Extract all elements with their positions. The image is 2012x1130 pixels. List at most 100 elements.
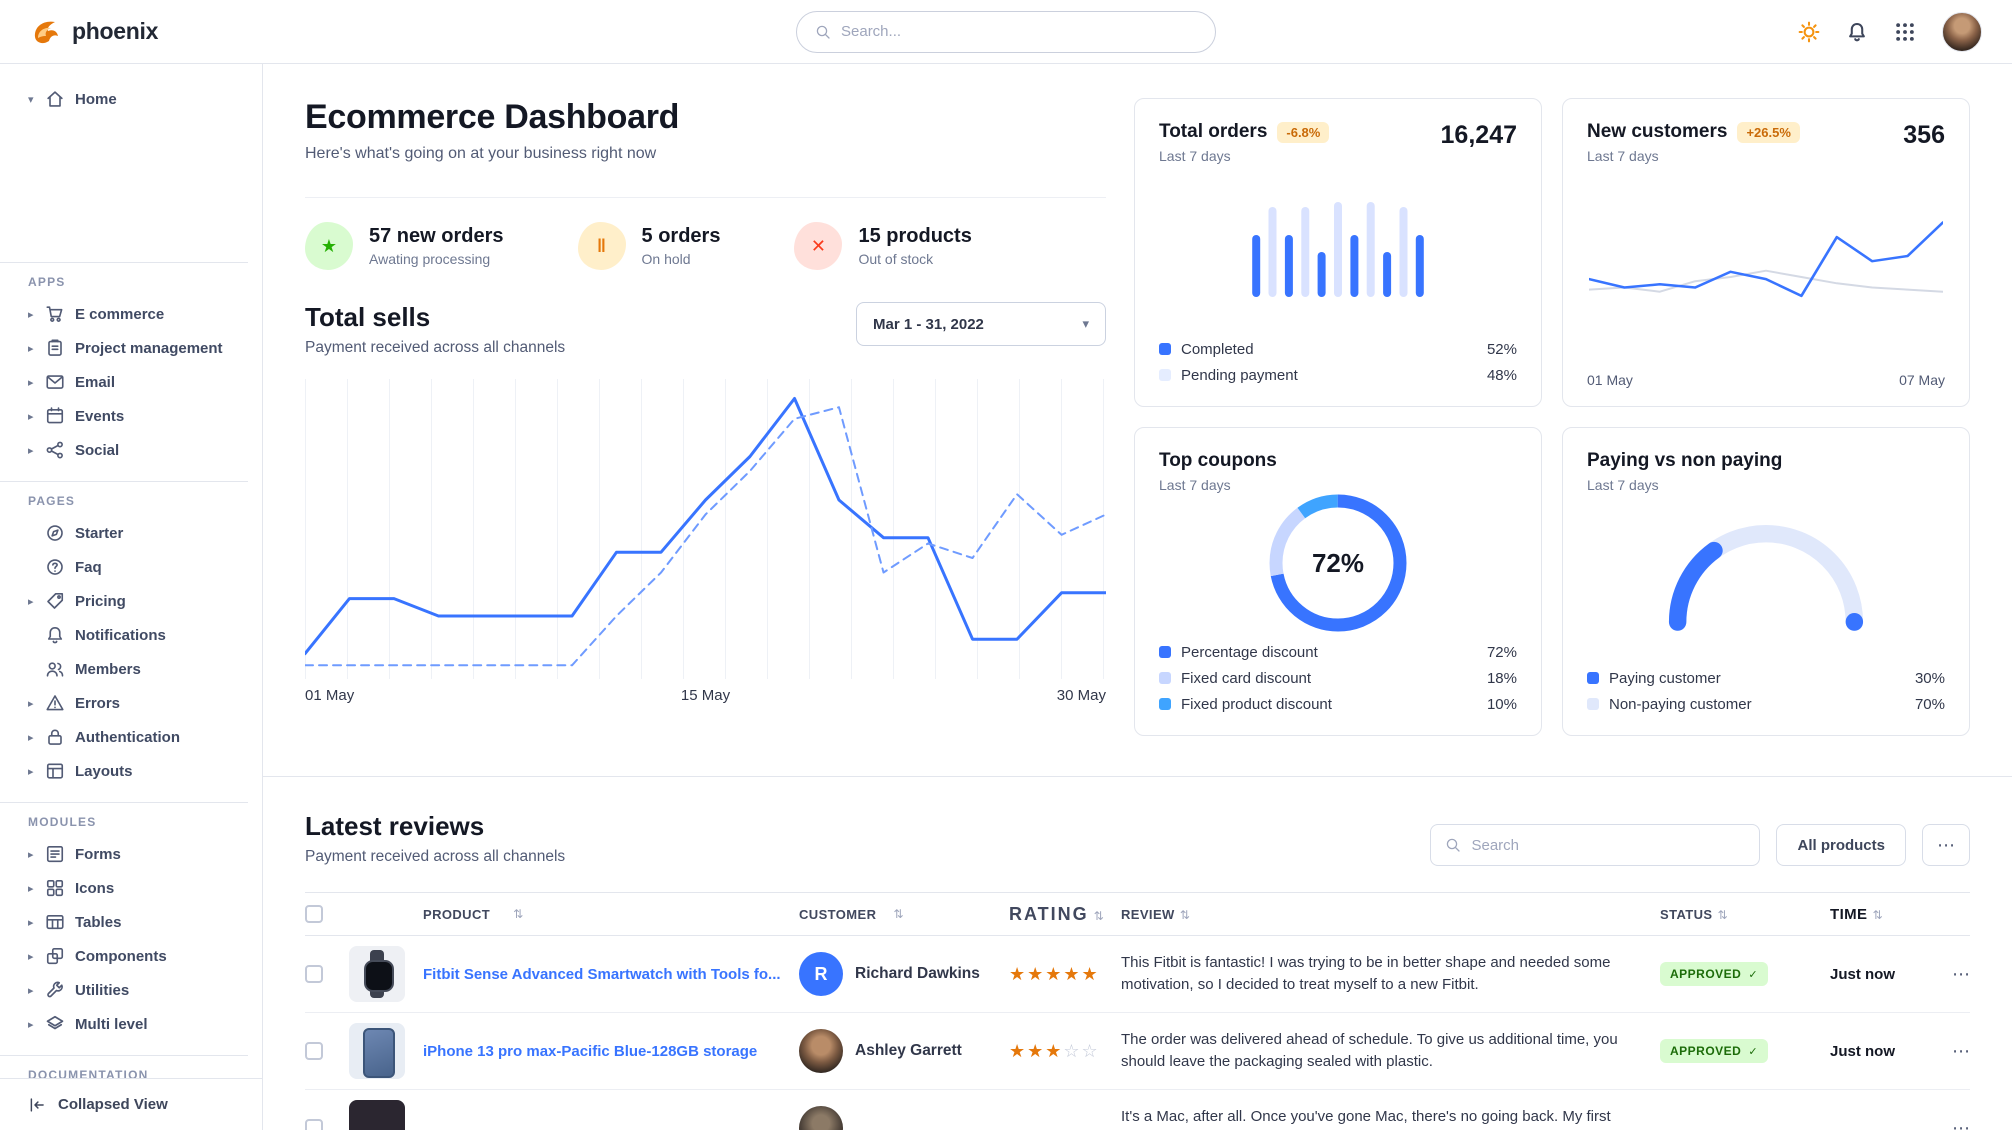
- caret-right-icon: ▸: [28, 595, 34, 608]
- sidebar-item[interactable]: ▸ Email: [0, 365, 248, 399]
- stat-caption: Out of stock: [858, 251, 934, 267]
- sidebar-item-label: Events: [75, 407, 125, 425]
- caret-down-icon: ▾: [28, 93, 34, 106]
- sidebar-item-label: Notifications: [75, 626, 166, 644]
- product-link[interactable]: iPhone 13 pro max-Pacific Blue-128GB sto…: [423, 1042, 758, 1060]
- product-image[interactable]: [349, 1023, 405, 1079]
- product-link[interactable]: Fitbit Sense Advanced Smartwatch with To…: [423, 965, 781, 983]
- sidebar-item[interactable]: ▸ Errors: [0, 686, 248, 720]
- sidebar-item[interactable]: Faq: [0, 550, 248, 584]
- caret-right-icon: ▸: [28, 1018, 34, 1031]
- sidebar-item[interactable]: ▸ Layouts: [0, 754, 248, 788]
- sidebar-item[interactable]: ▸ Events: [0, 399, 248, 433]
- sidebar-item[interactable]: Members: [0, 652, 248, 686]
- donut-center-value: 72%: [1311, 547, 1365, 578]
- sidebar-item[interactable]: ▸ Tables: [0, 905, 248, 939]
- legend-item: Fixed product discount 10%: [1159, 691, 1517, 717]
- sidebar-item-label: Tables: [75, 913, 122, 931]
- stat-item: ✕ 15 products Out of stock: [794, 222, 972, 270]
- brand-logo[interactable]: phoenix: [30, 16, 158, 48]
- phoenix-logo-icon: [34, 21, 58, 43]
- sidebar-item[interactable]: ▸ Utilities: [0, 973, 248, 1007]
- sidebar-item[interactable]: ▸ Forms: [0, 837, 248, 871]
- check-icon: ✓: [1748, 1045, 1759, 1058]
- product-image[interactable]: [349, 1100, 405, 1130]
- sidebar-item-icon: [45, 761, 65, 781]
- reviews-search-input[interactable]: [1471, 836, 1746, 854]
- collapse-sidebar-button[interactable]: Collapsed View: [0, 1078, 262, 1130]
- caret-right-icon: ▸: [28, 342, 34, 355]
- row-checkbox[interactable]: [305, 965, 323, 983]
- user-avatar[interactable]: [1942, 11, 1982, 52]
- x-tick: 01 May: [305, 687, 355, 704]
- sort-icon[interactable]: ⇅: [1717, 907, 1728, 922]
- sort-icon[interactable]: ⇅: [893, 907, 904, 921]
- sidebar-section-pages: PAGES Starter Faq ▸: [0, 481, 248, 788]
- new-customers-chart: [1587, 164, 1945, 368]
- caret-right-icon: ▸: [28, 410, 34, 423]
- column-header-time[interactable]: TIME: [1830, 905, 1868, 923]
- total-orders-chart: [1159, 164, 1517, 330]
- sidebar-item-label: Social: [75, 441, 120, 459]
- caret-right-icon: ▸: [28, 376, 34, 389]
- sidebar-item[interactable]: ▸ Project management: [0, 331, 248, 365]
- sidebar-item[interactable]: ▸ Multi level: [0, 1007, 248, 1041]
- product-image[interactable]: [349, 946, 405, 1002]
- column-header-review[interactable]: REVIEW: [1121, 906, 1175, 922]
- reviews-search[interactable]: [1430, 824, 1761, 866]
- sidebar-subitem[interactable]: [0, 149, 248, 182]
- row-checkbox[interactable]: [305, 1042, 323, 1060]
- sidebar-subitem[interactable]: [0, 215, 248, 248]
- sidebar-subitem[interactable]: [0, 116, 248, 149]
- review-time: Just now: [1830, 1042, 1896, 1060]
- column-header-product[interactable]: PRODUCT: [423, 906, 491, 922]
- latest-reviews-section: Latest reviews Payment received across a…: [263, 776, 2012, 1130]
- global-search-input[interactable]: [841, 23, 1197, 40]
- sidebar-subitem[interactable]: [0, 182, 248, 215]
- stat-value: 15 products: [858, 225, 972, 247]
- sidebar-item[interactable]: ▸ Pricing: [0, 584, 248, 618]
- review-time: Just now: [1830, 965, 1896, 983]
- sidebar-item[interactable]: ▸ Social: [0, 433, 248, 467]
- sort-icon[interactable]: ⇅: [1179, 907, 1191, 922]
- sidebar-item-icon: [45, 878, 65, 898]
- home-submenu: [0, 116, 248, 248]
- sidebar-item[interactable]: Notifications: [0, 618, 248, 652]
- divider: [0, 481, 248, 482]
- all-products-button[interactable]: All products: [1776, 824, 1906, 866]
- stats-row: ★ 57 new orders Awating processing ‖ 5 o…: [305, 197, 1106, 276]
- sort-icon[interactable]: ⇅: [513, 907, 524, 921]
- card-period: Last 7 days: [1587, 477, 1659, 493]
- apps-grid-button[interactable]: [1894, 21, 1916, 43]
- sidebar-item[interactable]: ▸ E commerce: [0, 297, 248, 331]
- global-search[interactable]: [796, 10, 1216, 53]
- sort-icon[interactable]: ⇅: [1093, 908, 1106, 923]
- sidebar-item-label: Forms: [75, 845, 121, 863]
- divider: [0, 802, 248, 803]
- row-checkbox[interactable]: [305, 1119, 323, 1130]
- column-header-customer[interactable]: CUSTOMER: [799, 906, 877, 922]
- select-all-checkbox[interactable]: [305, 905, 323, 923]
- legend: Paying customer 30% Non-paying customer …: [1587, 665, 1945, 717]
- theme-toggle-button[interactable]: [1798, 21, 1820, 43]
- sidebar-item-label: Pricing: [75, 592, 126, 610]
- divider: [0, 1055, 248, 1056]
- row-actions-button[interactable]: ⋯: [1952, 963, 1970, 984]
- sidebar-item-icon: [45, 844, 65, 864]
- status-badge: APPROVED ✓: [1660, 962, 1769, 986]
- reviews-more-button[interactable]: ⋯: [1922, 824, 1970, 866]
- sidebar-item[interactable]: Starter: [0, 516, 248, 550]
- sidebar-item[interactable]: ▸ Icons: [0, 871, 248, 905]
- column-header-rating[interactable]: RATING: [1009, 903, 1089, 924]
- sidebar-item[interactable]: ▸ Components: [0, 939, 248, 973]
- row-actions-button[interactable]: ⋯: [1952, 1118, 1970, 1130]
- row-actions-button[interactable]: ⋯: [1952, 1040, 1970, 1061]
- notifications-button[interactable]: [1846, 21, 1868, 43]
- sidebar-item[interactable]: ▸ Authentication: [0, 720, 248, 754]
- date-range-select[interactable]: Mar 1 - 31, 2022 ▾: [856, 302, 1106, 346]
- sidebar-item-home[interactable]: ▾ Home: [0, 82, 248, 116]
- column-header-status[interactable]: STATUS: [1660, 906, 1713, 922]
- sidebar-item-icon: [45, 946, 65, 966]
- caret-right-icon: ▸: [28, 308, 34, 321]
- sort-icon[interactable]: ⇅: [1872, 907, 1883, 922]
